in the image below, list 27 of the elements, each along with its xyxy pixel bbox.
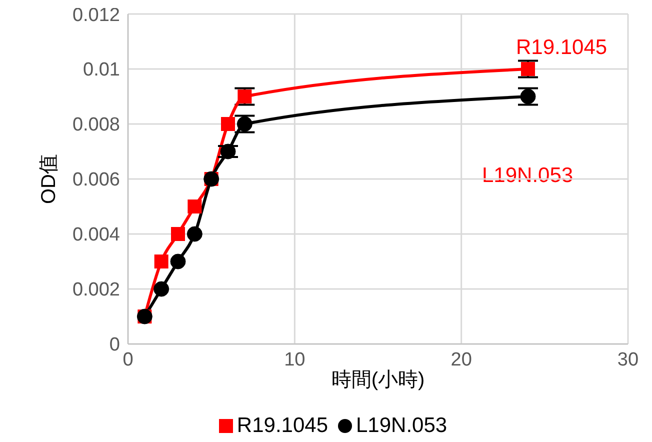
y-tick-label: 0.006 <box>72 170 120 191</box>
y-axis-title: OD值 <box>38 154 60 204</box>
y-tick-label: 0.002 <box>72 280 120 301</box>
point <box>221 117 235 131</box>
point <box>186 226 202 242</box>
legend-label: R19.1045 <box>236 414 328 437</box>
x-axis-title: 時間(小時) <box>331 369 425 391</box>
legend-label: L19N.053 <box>356 414 448 437</box>
x-tick-label: 10 <box>284 349 306 370</box>
y-tick-label: 0.004 <box>72 224 120 246</box>
annotation: R19.1045 <box>516 36 608 60</box>
x-tick-label: 20 <box>450 349 472 370</box>
point <box>220 144 236 160</box>
point <box>154 254 168 268</box>
point <box>154 281 170 297</box>
point <box>520 88 536 104</box>
point <box>188 200 202 214</box>
x-tick-label: 0 <box>122 349 134 370</box>
x-tick-label: 30 <box>617 349 639 370</box>
point <box>521 62 535 76</box>
point <box>171 227 185 241</box>
point <box>236 116 252 132</box>
point <box>170 254 186 270</box>
y-tick-label: 0.008 <box>72 114 120 136</box>
y-tick-label: 0.01 <box>83 60 120 81</box>
y-tick-label: 0 <box>109 334 120 356</box>
point <box>238 90 252 104</box>
